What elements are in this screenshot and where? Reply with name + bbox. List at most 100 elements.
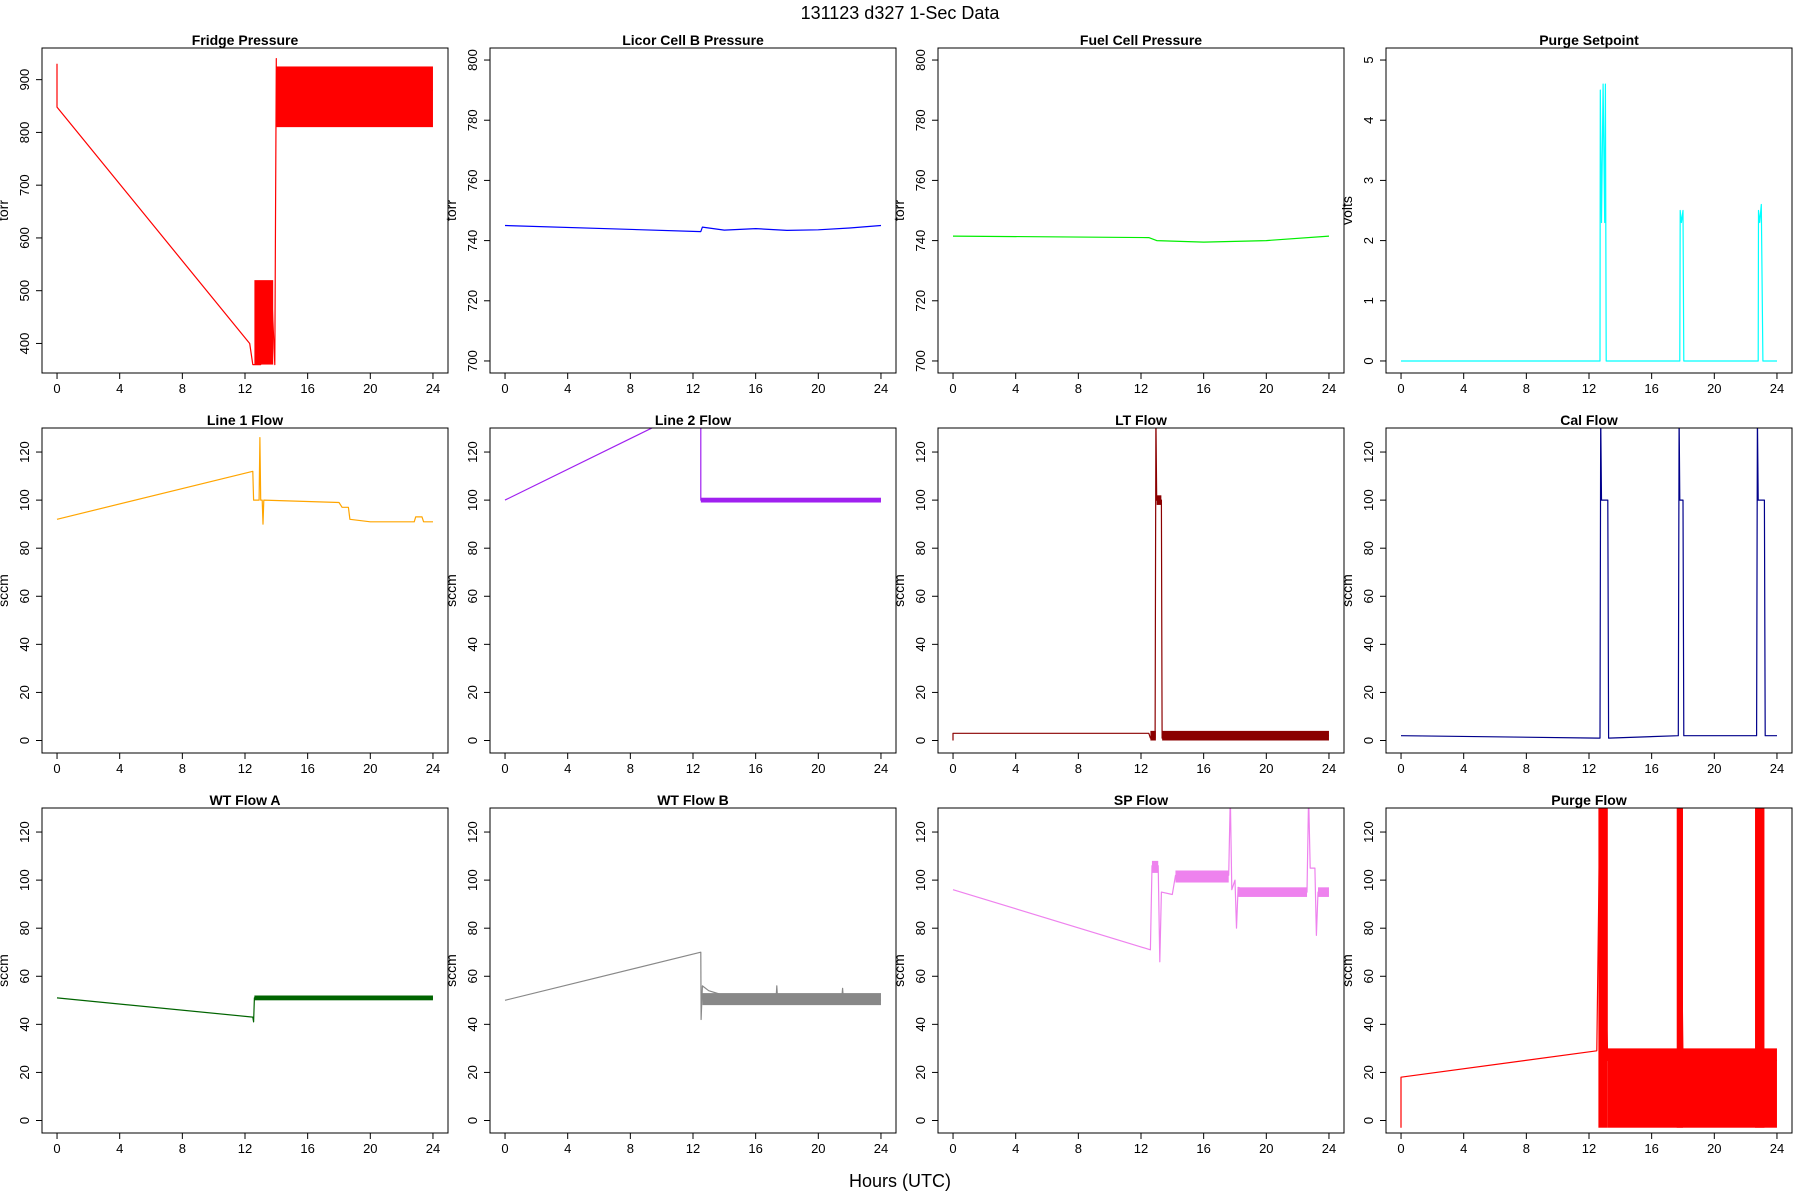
x-tick-label: 24 [1322,1141,1336,1156]
x-tick-label: 0 [1397,761,1404,776]
x-tick-label: 0 [53,381,60,396]
plot-area [504,224,882,233]
series-line [504,224,882,233]
y-tick-label: 60 [465,589,480,603]
x-tick-label: 20 [1707,1141,1721,1156]
panel-frame [41,427,449,754]
panel-9: WT Flow A sccm 0 4 8 12 16 20 24 0 20 40 60 80 100 120 [0,792,449,1156]
x-tick-label: 8 [179,381,186,396]
x-tick-label: 24 [1322,761,1336,776]
y-tick-label: 20 [465,685,480,699]
panel-title: WT Flow A [209,792,280,808]
y-tick-label: 760 [465,170,480,192]
x-tick-label: 12 [686,381,700,396]
x-tick-label: 24 [874,761,888,776]
x-tick-label: 4 [1460,381,1467,396]
x-tick-label: 24 [426,761,440,776]
y-tick-label: 0 [17,1117,32,1124]
x-tick-label: 16 [300,381,314,396]
x-tick-label: 16 [748,761,762,776]
figure-x-axis-label: Hours (UTC) [849,1171,951,1191]
x-tick-label: 20 [363,381,377,396]
x-tick-label: 12 [1582,761,1596,776]
y-tick-label: 0 [465,1117,480,1124]
panel-7: LT Flow sccm 0 4 8 12 16 20 24 0 20 40 60 80 100 120 [891,412,1345,776]
x-tick-label: 16 [1644,1141,1658,1156]
x-tick-label: 20 [811,381,825,396]
y-tick-label: 100 [17,869,32,891]
series-line [1401,83,1777,362]
panel-title: SP Flow [1114,792,1168,808]
x-tick-label: 20 [363,1141,377,1156]
x-tick-label: 16 [748,1141,762,1156]
y-tick-label: 60 [1361,589,1376,603]
x-tick-label: 20 [1259,1141,1273,1156]
panel-5: Line 1 Flow sccm 0 4 8 12 16 20 24 0 20 40 60 80 100 12… [0,412,449,776]
x-tick-label: 16 [1644,761,1658,776]
panel-frame [489,427,897,754]
y-tick-label: 60 [913,969,928,983]
y-tick-label: 20 [17,1065,32,1079]
x-tick-label: 16 [1196,381,1210,396]
y-tick-label: 100 [1361,869,1376,891]
y-tick-label: 80 [1361,541,1376,555]
y-tick-label: 20 [913,1065,928,1079]
plot-area [1400,808,1777,1128]
y-tick-label: 0 [913,737,928,744]
y-tick-label: 780 [913,109,928,131]
series-line [56,437,433,525]
y-tick-label: 80 [1361,921,1376,935]
x-tick-label: 4 [116,381,123,396]
noise-band [1162,730,1329,741]
y-tick-label: 40 [17,637,32,651]
x-tick-label: 8 [627,381,634,396]
noise-band [276,66,433,128]
y-axis-label: volts [1339,196,1355,225]
x-tick-label: 4 [564,761,571,776]
y-tick-label: 120 [17,821,32,843]
plot-area [504,951,881,1021]
y-tick-label: 0 [1361,737,1376,744]
y-tick-label: 80 [465,541,480,555]
x-tick-label: 24 [1770,381,1784,396]
x-tick-label: 4 [116,1141,123,1156]
y-tick-label: 600 [17,227,32,249]
x-tick-label: 8 [627,761,634,776]
y-tick-label: 740 [465,230,480,252]
y-tick-label: 40 [913,1017,928,1031]
y-tick-label: 20 [1361,685,1376,699]
x-tick-label: 16 [748,381,762,396]
series-line [56,997,433,1023]
panel-frame [937,807,1345,1134]
x-tick-label: 4 [1012,381,1019,396]
panel-frame [489,807,897,1134]
series-line [1400,808,1777,1128]
plot-area [56,995,433,1023]
plot-area [952,235,1330,243]
y-tick-label: 800 [465,49,480,71]
y-tick-label: 20 [1361,1065,1376,1079]
x-tick-label: 8 [1523,381,1530,396]
y-tick-label: 760 [913,170,928,192]
x-tick-label: 24 [874,381,888,396]
x-tick-label: 0 [949,761,956,776]
x-tick-label: 12 [238,381,252,396]
x-tick-label: 4 [564,381,571,396]
y-tick-label: 3 [1361,177,1376,184]
x-tick-label: 8 [1075,1141,1082,1156]
y-axis-label: sccm [443,954,459,987]
y-axis-label: sccm [443,574,459,607]
x-tick-label: 12 [686,1141,700,1156]
y-tick-label: 80 [17,541,32,555]
y-tick-label: 100 [17,489,32,511]
x-tick-label: 4 [1012,761,1019,776]
series-line [504,951,881,1021]
panel-title: Purge Setpoint [1539,32,1639,48]
panel-8: Cal Flow sccm 0 4 8 12 16 20 24 0 20 40 60 80 100 120 [1339,412,1793,776]
x-tick-label: 24 [1322,381,1336,396]
panel-title: Fuel Cell Pressure [1080,32,1202,48]
x-tick-label: 20 [1707,761,1721,776]
plot-area [952,428,1330,741]
series-line [952,235,1330,243]
